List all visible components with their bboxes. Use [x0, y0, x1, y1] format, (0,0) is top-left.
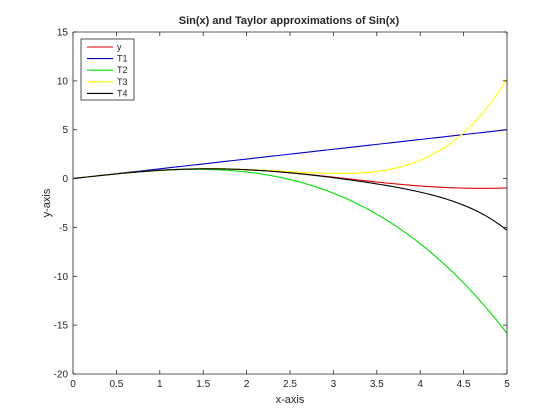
x-tick-label: 2.5 [283, 379, 297, 390]
chart-title: Sin(x) and Taylor approximations of Sin(… [179, 15, 400, 27]
y-tick-label: -5 [59, 223, 68, 234]
y-tick-label: 10 [57, 76, 69, 87]
y-tick-label: 5 [62, 125, 68, 136]
x-tick-label: 0.5 [109, 379, 123, 390]
y-tick-label: -20 [54, 370, 69, 381]
y-tick-label: 0 [62, 174, 68, 185]
x-tick-label: 5 [504, 379, 510, 390]
series-line-t1 [72, 129, 508, 180]
legend-label-t1: T1 [117, 54, 128, 64]
legend-label-y: y [117, 42, 122, 52]
y-tick-label: 15 [57, 28, 69, 39]
legend-label-t4: T4 [117, 88, 128, 98]
x-tick-label: 1 [157, 379, 163, 390]
x-axis-label: x-axis [276, 394, 305, 406]
x-tick-label: 4.5 [457, 379, 471, 390]
x-tick-label: 2 [244, 379, 250, 390]
x-tick-label: 0 [70, 379, 76, 390]
x-tick-label: 1.5 [196, 379, 210, 390]
x-tick-label: 3.5 [370, 379, 384, 390]
series-lines [72, 78, 508, 334]
y-tick-label: -15 [54, 321, 69, 332]
legend-box [80, 38, 135, 101]
legend-label-t2: T2 [117, 65, 128, 75]
y-tick-label: -10 [54, 272, 69, 283]
plot-area [73, 32, 507, 374]
series-line-t4 [72, 168, 508, 231]
y-axis-label: y-axis [41, 188, 53, 217]
x-tick-label: 3 [331, 379, 337, 390]
x-tick-label: 4 [417, 379, 423, 390]
legend-label-t3: T3 [117, 77, 128, 87]
ticks: 0 0.5 1 1.5 2 2.5 3 3.5 4 4.5 5 -20 -15 -10 -5 0 5 10 15 [54, 28, 511, 391]
